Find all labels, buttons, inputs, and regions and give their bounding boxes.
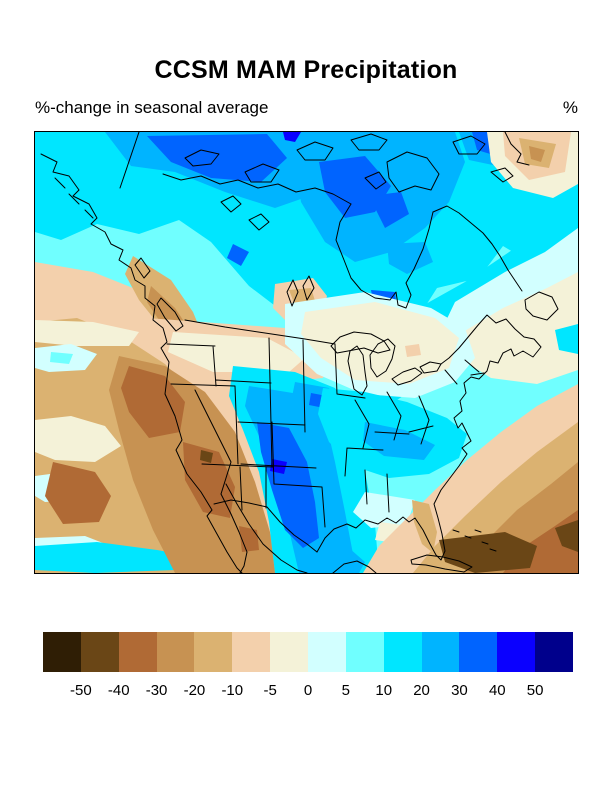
baja-inner-coast: [220, 493, 248, 573]
southampton-island: [364, 171, 387, 190]
colorbar-segment: [308, 632, 346, 672]
arctic-island-3: [296, 141, 334, 161]
arctic-island-5: [452, 135, 486, 155]
lake-superior: [330, 331, 391, 354]
colorbar-segment: [270, 632, 309, 672]
colorbar-segment: [118, 632, 157, 672]
colorbar-tick-label: 10: [375, 682, 393, 699]
colorbar-tick-label: -50: [70, 682, 92, 699]
precipitation-map: [34, 131, 579, 574]
colorbar-segment: [43, 632, 81, 672]
contour-map-svg: [35, 132, 578, 573]
colorbar: [43, 632, 574, 672]
colorbar-tick-label: -30: [145, 682, 168, 699]
pacific-coastline: [40, 153, 243, 573]
colorbar-segment: [421, 632, 460, 672]
yucatan-coast: [332, 560, 377, 573]
arctic-island-1: [184, 149, 220, 167]
cuba: [410, 554, 473, 573]
haida-gwaii: [134, 257, 151, 279]
mexico-west-coast: [225, 483, 308, 573]
state-borders-midwest-east: [334, 343, 480, 513]
colorbar-tick-label: -20: [183, 682, 206, 699]
colorbar-tick-label: 40: [488, 682, 506, 699]
colorbar-segment: [497, 632, 536, 672]
units-label: %: [562, 98, 578, 117]
colorbar-tick-label: -10: [221, 682, 244, 699]
colorbar-tick-label: 0: [303, 682, 313, 699]
arctic-island-4: [350, 133, 388, 151]
figure-title: CCSM MAM Precipitation: [154, 56, 458, 84]
colorbar-segment: [232, 632, 271, 672]
vancouver-island: [156, 297, 184, 332]
newfoundland: [524, 291, 559, 321]
colorbar-tick-label: 30: [451, 682, 468, 699]
contour-fill-layer: [35, 132, 578, 573]
colorbar-tick-label: -5: [263, 682, 277, 699]
gulf-and-atlantic-coast: [316, 314, 542, 561]
long-island: [470, 372, 485, 376]
lake-michigan: [347, 345, 368, 396]
bahamas: [452, 529, 497, 552]
colorbar-tick-label: 5: [341, 682, 351, 699]
colorbar-segment: [194, 632, 233, 672]
us-canada-border: [184, 319, 336, 345]
nwt-lakes: [220, 195, 270, 231]
colorbar-segment: [383, 632, 422, 672]
lake-huron: [369, 338, 396, 378]
state-borders-west: [166, 337, 326, 528]
colorbar-segment: [345, 632, 384, 672]
colorbar-segment: [535, 632, 574, 672]
colorbar-tick-label: 50: [526, 682, 544, 699]
hudson-bay: [335, 203, 434, 309]
lake-ontario: [419, 361, 442, 374]
arctic-island-6: [490, 167, 514, 183]
greenland-coast: [504, 132, 530, 166]
alaska-border: [119, 132, 140, 189]
arctic-coast: [162, 173, 352, 205]
coastline-and-borders-layer: [40, 132, 559, 573]
us-mexico-border: [213, 499, 318, 553]
lake-erie: [391, 367, 423, 386]
subtitle-row: %-change in seasonal average %: [35, 98, 578, 120]
manitoba-lakes: [286, 275, 315, 307]
baffin-island: [386, 151, 440, 193]
arctic-island-2: [244, 163, 280, 183]
colorbar-segment: [459, 632, 498, 672]
labrador-coast: [432, 205, 523, 292]
variable-label: %-change in seasonal average: [35, 98, 269, 117]
colorbar-tick-label: 20: [413, 682, 430, 699]
colorbar-segment: [156, 632, 195, 672]
colorbar-segment: [80, 632, 119, 672]
panhandle-islands: [54, 177, 94, 219]
colorbar-tick-labels: -50 -40 -30 -20 -10 -5 0 5 10 20 30 40 50: [43, 682, 573, 702]
colorbar-tick-label: -40: [107, 682, 130, 699]
